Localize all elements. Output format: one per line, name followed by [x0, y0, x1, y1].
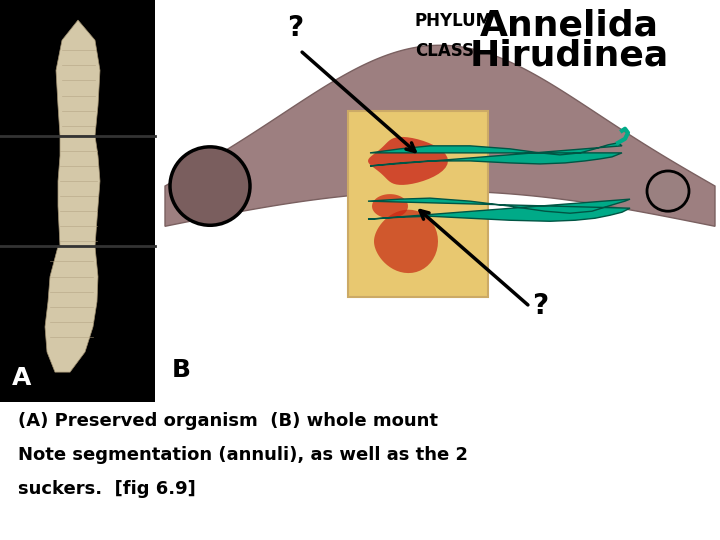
Polygon shape	[56, 20, 100, 136]
Text: suckers.  [fig 6.9]: suckers. [fig 6.9]	[18, 480, 196, 498]
Bar	[348, 111, 488, 296]
Text: (A) Preserved organism  (B) whole mount: (A) Preserved organism (B) whole mount	[18, 412, 438, 430]
Text: PHYLUM: PHYLUM	[415, 12, 493, 30]
Text: ?: ?	[287, 14, 303, 42]
Polygon shape	[45, 246, 98, 372]
Text: Hirudinea: Hirudinea	[470, 38, 670, 72]
Polygon shape	[165, 45, 715, 226]
Polygon shape	[368, 137, 448, 185]
Text: B: B	[172, 358, 191, 382]
Ellipse shape	[170, 147, 250, 225]
Polygon shape	[368, 198, 630, 221]
Text: ?: ?	[532, 292, 548, 320]
Text: A: A	[12, 366, 32, 390]
Bar	[0, 0, 155, 402]
Polygon shape	[374, 210, 438, 273]
Text: CLASS: CLASS	[415, 42, 474, 60]
Text: Annelida: Annelida	[480, 8, 659, 42]
Polygon shape	[58, 136, 100, 246]
Text: Note segmentation (annuli), as well as the 2: Note segmentation (annuli), as well as t…	[18, 446, 468, 464]
Ellipse shape	[647, 171, 689, 211]
Polygon shape	[370, 143, 622, 166]
Polygon shape	[372, 194, 408, 218]
